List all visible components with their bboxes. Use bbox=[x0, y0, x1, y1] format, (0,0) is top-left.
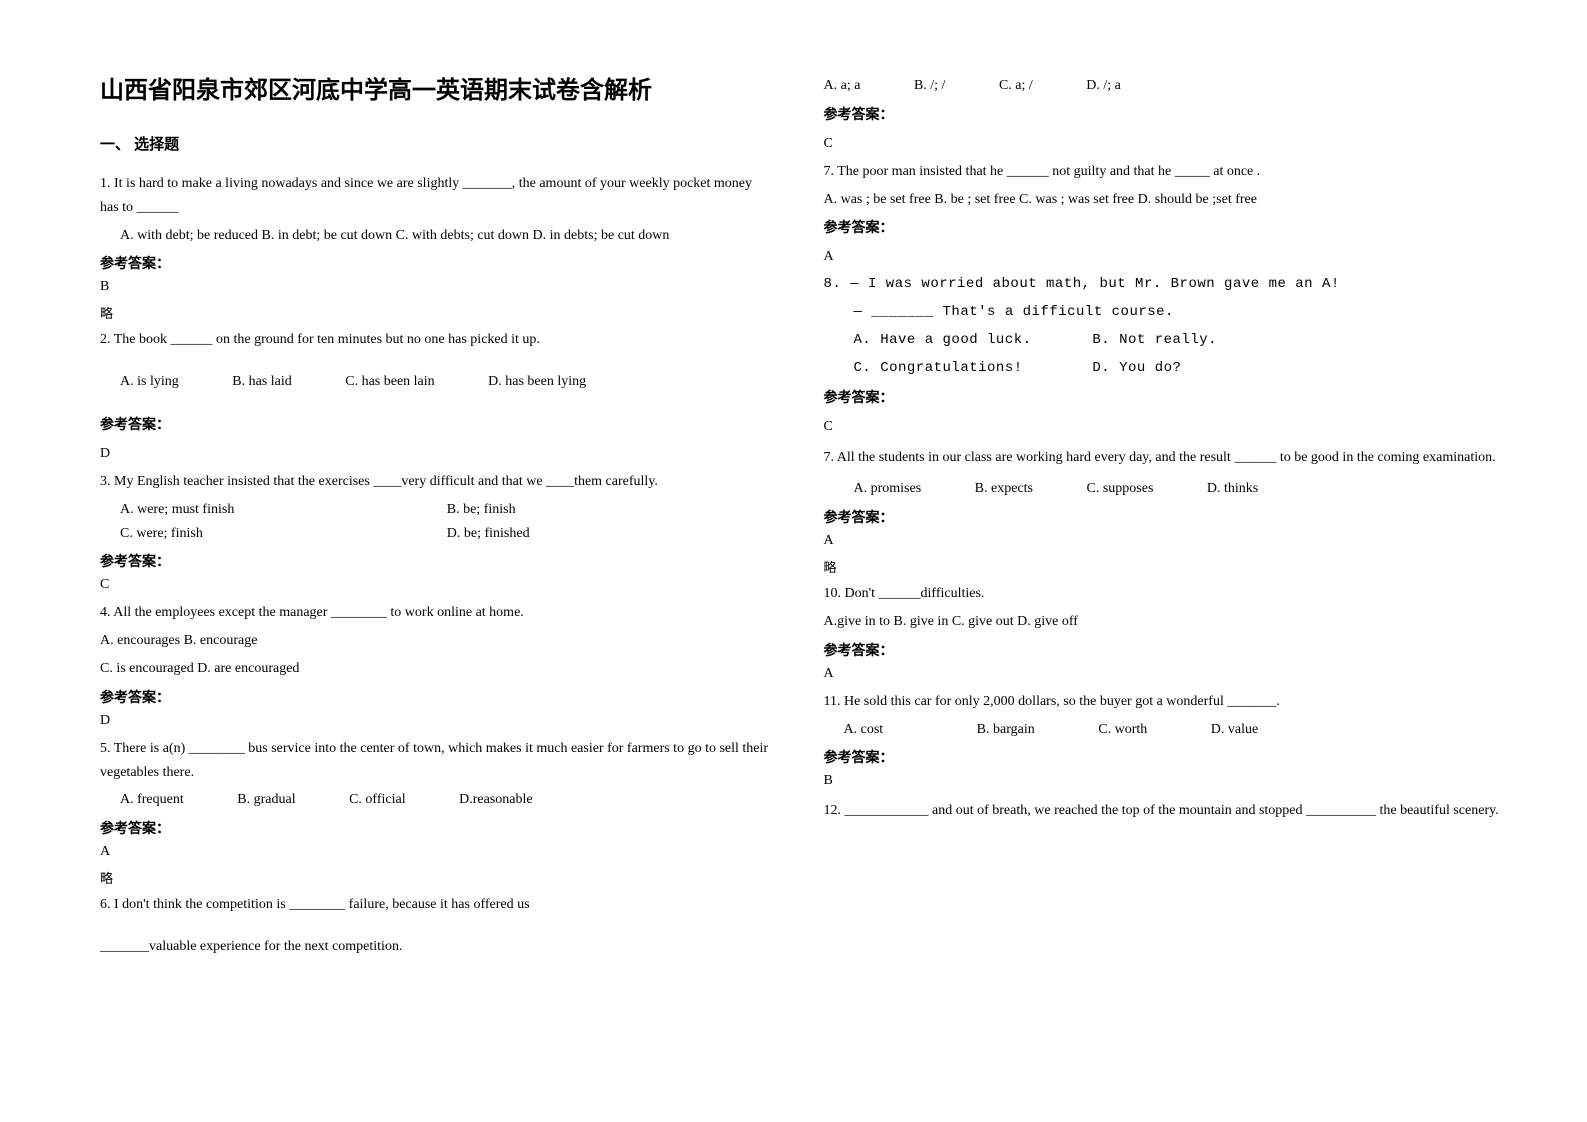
q3-opt-b: B. be; finish bbox=[447, 498, 774, 522]
section-heading: 一、 选择题 bbox=[100, 133, 774, 154]
q6-stem-line2: _______valuable experience for the next … bbox=[100, 935, 774, 959]
q2-opt-a: A. is lying bbox=[120, 370, 179, 394]
q6-stem-line1: 6. I don't think the competition is ____… bbox=[100, 893, 774, 917]
question-3: 3. My English teacher insisted that the … bbox=[100, 470, 774, 593]
q7b-note: 略 bbox=[824, 557, 1508, 576]
answer-label: 参考答案： bbox=[824, 507, 1508, 527]
q5-opt-a: A. frequent bbox=[120, 788, 184, 812]
q8-opt-c: C. Congratulations! bbox=[854, 357, 1084, 381]
q5-opt-d: D.reasonable bbox=[459, 788, 532, 812]
q3-stem: 3. My English teacher insisted that the … bbox=[100, 470, 774, 494]
question-12: 12. ____________ and out of breath, we r… bbox=[824, 797, 1508, 825]
q8-stem-line1: 8. — I was worried about math, but Mr. B… bbox=[824, 273, 1508, 297]
q6-options: A. a; a B. /; / C. a; / D. /; a bbox=[824, 74, 1508, 98]
q7b-opt-a: A. promises bbox=[854, 477, 922, 501]
q7b-opt-d: D. thinks bbox=[1207, 477, 1258, 501]
q6-opt-d: D. /; a bbox=[1086, 74, 1121, 98]
q5-answer: A bbox=[100, 844, 774, 860]
q8-options-row1: A. Have a good luck. B. Not really. bbox=[854, 329, 1508, 353]
q7b-answer: A bbox=[824, 533, 1508, 549]
answer-label: 参考答案： bbox=[824, 104, 1508, 124]
q8-answer: C bbox=[824, 419, 1508, 435]
q2-opt-c: C. has been lain bbox=[345, 370, 434, 394]
q7b-opt-c: C. supposes bbox=[1087, 477, 1154, 501]
page: 山西省阳泉市郊区河底中学高一英语期末试卷含解析 一、 选择题 1. It is … bbox=[0, 0, 1587, 1122]
q10-stem: 10. Don't ______difficulties. bbox=[824, 582, 1508, 606]
q4-opts-line1: A. encourages B. encourage bbox=[100, 629, 774, 653]
q12-stem: 12. ____________ and out of breath, we r… bbox=[824, 797, 1508, 825]
q7a-options: A. was ; be set free B. be ; set free C.… bbox=[824, 188, 1508, 212]
question-6: 6. I don't think the competition is ____… bbox=[100, 893, 774, 959]
q3-opt-a: A. were; must finish bbox=[120, 498, 447, 522]
q4-answer: D bbox=[100, 713, 774, 729]
answer-label: 参考答案： bbox=[100, 414, 774, 434]
q3-opt-d: D. be; finished bbox=[447, 522, 774, 546]
q8-opt-d: D. You do? bbox=[1092, 360, 1181, 376]
q2-options: A. is lying B. has laid C. has been lain… bbox=[120, 370, 774, 394]
page-title: 山西省阳泉市郊区河底中学高一英语期末试卷含解析 bbox=[100, 70, 774, 105]
q1-options: A. with debt; be reduced B. in debt; be … bbox=[120, 224, 774, 248]
question-7b: 7. All the students in our class are wor… bbox=[824, 443, 1508, 577]
question-2: 2. The book ______ on the ground for ten… bbox=[100, 328, 774, 462]
q10-options: A.give in to B. give in C. give out D. g… bbox=[824, 610, 1508, 634]
q2-opt-b: B. has laid bbox=[232, 370, 292, 394]
question-5: 5. There is a(n) ________ bus service in… bbox=[100, 737, 774, 887]
q11-stem: 11. He sold this car for only 2,000 doll… bbox=[824, 690, 1508, 714]
q6-opt-c: C. a; / bbox=[999, 74, 1033, 98]
right-column: A. a; a B. /; / C. a; / D. /; a 参考答案： C … bbox=[814, 70, 1528, 1082]
q5-opt-b: B. gradual bbox=[237, 788, 295, 812]
answer-label: 参考答案： bbox=[100, 253, 774, 273]
q8-opt-a: A. Have a good luck. bbox=[854, 329, 1084, 353]
q5-opt-c: C. official bbox=[349, 788, 406, 812]
q4-stem: 4. All the employees except the manager … bbox=[100, 601, 774, 625]
q8-options-row2: C. Congratulations! D. You do? bbox=[854, 357, 1508, 381]
answer-label: 参考答案： bbox=[824, 640, 1508, 660]
q5-note: 略 bbox=[100, 868, 774, 887]
q7b-opt-b: B. expects bbox=[975, 477, 1033, 501]
answer-label: 参考答案： bbox=[100, 551, 774, 571]
question-6-cont: A. a; a B. /; / C. a; / D. /; a 参考答案： C bbox=[824, 74, 1508, 152]
q6-opt-b: B. /; / bbox=[914, 74, 946, 98]
q2-stem: 2. The book ______ on the ground for ten… bbox=[100, 328, 774, 352]
q10-answer: A bbox=[824, 666, 1508, 682]
question-7a: 7. The poor man insisted that he ______ … bbox=[824, 160, 1508, 266]
q5-options: A. frequent B. gradual C. official D.rea… bbox=[120, 788, 774, 812]
q1-stem: 1. It is hard to make a living nowadays … bbox=[100, 172, 774, 220]
q7a-answer: A bbox=[824, 249, 1508, 265]
q7b-options: A. promises B. expects C. supposes D. th… bbox=[854, 477, 1508, 501]
q8-opt-b: B. Not really. bbox=[1092, 332, 1217, 348]
q6-opt-a: A. a; a bbox=[824, 74, 861, 98]
q2-answer: D bbox=[100, 446, 774, 462]
q7a-stem: 7. The poor man insisted that he ______ … bbox=[824, 160, 1508, 184]
q5-stem: 5. There is a(n) ________ bus service in… bbox=[100, 737, 774, 785]
left-column: 山西省阳泉市郊区河底中学高一英语期末试卷含解析 一、 选择题 1. It is … bbox=[100, 70, 814, 1082]
q11-opt-c: C. worth bbox=[1098, 718, 1147, 742]
answer-label: 参考答案： bbox=[100, 818, 774, 838]
q1-note: 略 bbox=[100, 303, 774, 322]
q1-answer: B bbox=[100, 279, 774, 295]
q3-opt-c: C. were; finish bbox=[120, 522, 447, 546]
q3-options: A. were; must finish B. be; finish C. we… bbox=[120, 498, 774, 546]
q8-stem-line2: — _______ That's a difficult course. bbox=[854, 301, 1508, 325]
question-10: 10. Don't ______difficulties. A.give in … bbox=[824, 582, 1508, 682]
answer-label: 参考答案： bbox=[824, 387, 1508, 407]
answer-label: 参考答案： bbox=[824, 217, 1508, 237]
q6-answer: C bbox=[824, 136, 1508, 152]
answer-label: 参考答案： bbox=[824, 747, 1508, 767]
question-1: 1. It is hard to make a living nowadays … bbox=[100, 172, 774, 322]
q11-opt-a: A. cost bbox=[844, 718, 884, 742]
q4-opts-line2: C. is encouraged D. are encouraged bbox=[100, 657, 774, 681]
question-4: 4. All the employees except the manager … bbox=[100, 601, 774, 728]
q7b-stem: 7. All the students in our class are wor… bbox=[824, 443, 1508, 474]
q11-options: A. cost B. bargain C. worth D. value bbox=[844, 718, 1508, 742]
q11-opt-d: D. value bbox=[1211, 718, 1258, 742]
q11-opt-b: B. bargain bbox=[977, 718, 1035, 742]
question-11: 11. He sold this car for only 2,000 doll… bbox=[824, 690, 1508, 790]
q3-answer: C bbox=[100, 577, 774, 593]
question-8: 8. — I was worried about math, but Mr. B… bbox=[824, 273, 1508, 434]
q2-opt-d: D. has been lying bbox=[488, 370, 586, 394]
q11-answer: B bbox=[824, 773, 1508, 789]
answer-label: 参考答案： bbox=[100, 687, 774, 707]
